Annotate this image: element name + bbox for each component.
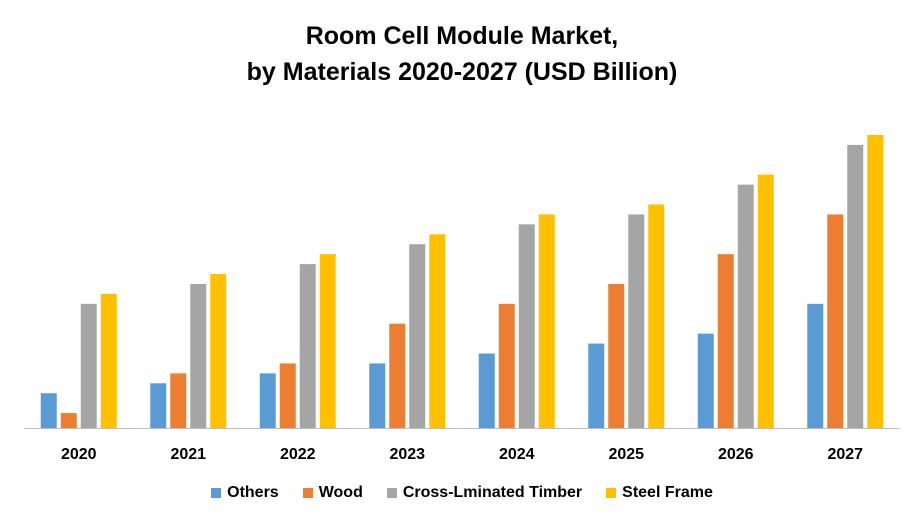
- x-tick-label: 2023: [389, 446, 425, 463]
- bar-cross-lminated-timber-2026: [737, 184, 754, 428]
- bar-wood-2023: [389, 323, 406, 428]
- legend-swatch: [211, 488, 222, 498]
- bar-cross-lminated-timber-2021: [190, 283, 207, 428]
- bar-cross-lminated-timber-2022: [299, 264, 316, 428]
- bar-steel-frame-2023: [429, 234, 446, 428]
- legend-item: Steel Frame: [606, 484, 713, 502]
- bar-steel-frame-2022: [319, 254, 336, 428]
- chart-title: Room Cell Module Market,: [305, 22, 619, 50]
- bar-chart: 2020 2021 2022 2023 2024 2025 2026 2027: [24, 134, 900, 463]
- bar-wood-2022: [279, 363, 296, 428]
- legend-label: Others: [227, 484, 279, 501]
- chart-subtitle: by Materials 2020-2027 (USD Billion): [246, 58, 678, 86]
- bar-others-2020: [40, 393, 57, 428]
- legend-swatch: [302, 488, 313, 498]
- bar-wood-2024: [498, 303, 515, 428]
- x-tick-label: 2021: [170, 446, 206, 463]
- legend-label: Cross-Lminated Timber: [402, 484, 583, 501]
- bar-steel-frame-2026: [757, 174, 774, 428]
- bar-wood-2026: [717, 254, 734, 428]
- bar-cross-lminated-timber-2025: [628, 214, 645, 428]
- bar-cross-lminated-timber-2024: [518, 224, 535, 428]
- x-tick-label: 2024: [499, 446, 535, 463]
- x-tick-label: 2026: [718, 446, 754, 463]
- bar-others-2026: [697, 333, 714, 428]
- bar-wood-2027: [827, 214, 844, 428]
- x-tick-label: 2027: [827, 446, 863, 463]
- bar-cross-lminated-timber-2027: [847, 144, 864, 428]
- legend-item: Wood: [302, 484, 363, 502]
- legend-item: Cross-Lminated Timber: [386, 484, 583, 502]
- x-tick-label: 2025: [608, 446, 644, 463]
- bar-others-2022: [259, 373, 276, 428]
- bar-others-2025: [588, 343, 605, 428]
- bar-steel-frame-2025: [648, 204, 665, 428]
- bar-cross-lminated-timber-2023: [409, 244, 426, 428]
- legend-label: Wood: [318, 484, 363, 501]
- bar-others-2024: [478, 353, 495, 428]
- chart-legend: Others Wood Cross-Lminated Timber Steel Fra…: [0, 484, 924, 502]
- legend-item: Others: [211, 484, 279, 502]
- bar-cross-lminated-timber-2020: [80, 303, 97, 428]
- legend-label: Steel Frame: [622, 484, 713, 501]
- x-tick-label: 2020: [61, 446, 97, 463]
- bar-steel-frame-2024: [538, 214, 555, 428]
- bar-steel-frame-2020: [100, 293, 117, 428]
- bar-steel-frame-2027: [867, 134, 884, 428]
- bar-wood-2025: [608, 283, 625, 428]
- bar-others-2027: [807, 303, 824, 428]
- bar-steel-frame-2021: [210, 274, 227, 428]
- legend-swatch: [606, 488, 617, 498]
- bar-wood-2020: [60, 413, 77, 428]
- bar-others-2023: [369, 363, 386, 428]
- legend-swatch: [386, 488, 397, 498]
- bar-wood-2021: [170, 373, 187, 428]
- bar-others-2021: [150, 383, 167, 428]
- x-tick-label: 2022: [280, 446, 316, 463]
